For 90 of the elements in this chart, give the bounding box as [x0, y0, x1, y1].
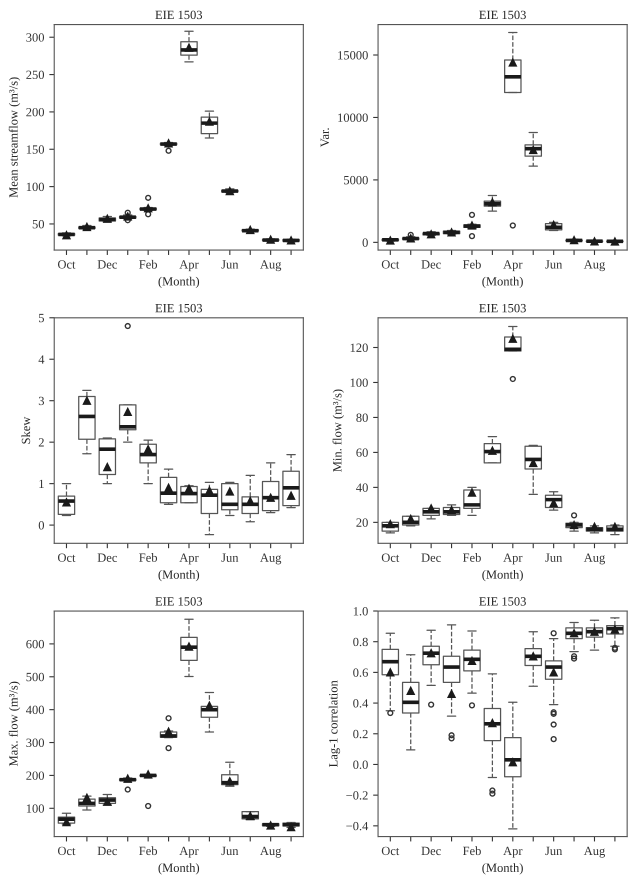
x-tick-label: Apr: [179, 846, 199, 858]
y-tick-label: 40: [356, 483, 368, 492]
x-tick-label: Aug: [260, 846, 282, 858]
x-tick-label: Apr: [503, 553, 522, 564]
y-tick-label: 0.8: [353, 638, 368, 646]
x-tick-label: Aug: [584, 260, 606, 272]
y-tick-label: 5000: [344, 176, 368, 184]
x-tick-label: Apr: [503, 260, 522, 272]
y-tick-label: 1.0: [354, 607, 368, 616]
chart-title: EIE 1503: [479, 597, 526, 606]
y-tick-label: 200: [26, 771, 44, 780]
y-tick-label: 0.4: [353, 699, 368, 708]
x-tick-label: Apr: [179, 260, 199, 272]
y-tick-label: 2: [38, 438, 44, 446]
y-tick-label: 600: [26, 640, 44, 648]
y-tick-label: 120: [350, 344, 368, 352]
x-axis-title: (Month): [158, 863, 200, 875]
x-tick-label: Aug: [260, 260, 282, 272]
x-tick-label: Aug: [584, 553, 606, 564]
x-tick-label: Aug: [260, 553, 282, 564]
y-tick-label: 0.2: [353, 730, 368, 738]
x-tick-label: Feb: [139, 553, 158, 562]
y-tick-label: 250: [26, 70, 44, 80]
x-tick-label: Oct: [58, 846, 76, 856]
x-tick-label: Aug: [584, 846, 606, 858]
x-tick-label: Dec: [421, 846, 441, 856]
y-axis-title: Max. flow (m³/s): [8, 682, 20, 766]
x-tick-label: Oct: [58, 553, 76, 562]
y-tick-label: 4: [38, 355, 44, 364]
x-tick-label: Feb: [462, 553, 481, 562]
y-tick-label: 100: [350, 378, 368, 387]
y-tick-label: 0: [38, 521, 44, 530]
x-axis-title: (Month): [482, 276, 523, 288]
x-tick-label: Feb: [462, 260, 481, 269]
y-tick-label: 500: [26, 672, 44, 682]
y-tick-label: 0: [362, 238, 368, 247]
y-axis-title: Lag-1 correlation: [328, 680, 340, 767]
x-tick-label: Jun: [545, 554, 562, 562]
y-axis-title: Var.: [320, 128, 330, 148]
y-tick-label: 50: [32, 220, 44, 228]
y-axis-title: Skew: [21, 416, 30, 444]
x-tick-label: Apr: [179, 553, 199, 564]
x-axis-title: (Month): [482, 570, 523, 582]
x-tick-label: Feb: [139, 846, 158, 856]
x-axis-title: (Month): [482, 863, 523, 875]
y-tick-label: 3: [38, 396, 44, 406]
y-axis-title: Min. flow (m³/s): [332, 389, 344, 472]
chart-title: EIE 1503: [479, 304, 526, 312]
x-tick-label: Jun: [221, 846, 238, 856]
x-tick-label: Oct: [382, 846, 400, 856]
x-tick-label: Jun: [221, 554, 238, 562]
y-tick-label: 10000: [338, 113, 368, 122]
x-axis-title: (Month): [158, 276, 200, 288]
chart-title: EIE 1503: [479, 10, 526, 20]
x-tick-label: Oct: [382, 260, 400, 269]
x-tick-label: Jun: [545, 260, 562, 269]
x-axis-title: (Month): [158, 570, 200, 582]
y-tick-label: 1: [39, 480, 44, 488]
y-axis-title: Mean streamflow (m³/s): [8, 77, 20, 198]
y-tick-label: 20: [356, 518, 368, 527]
y-tick-label: 100: [26, 804, 44, 813]
y-tick-label: −0.2: [346, 791, 368, 800]
x-tick-label: Feb: [139, 260, 158, 269]
x-tick-label: Dec: [98, 846, 117, 856]
chart-title: EIE 1503: [155, 10, 202, 20]
y-tick-label: 400: [26, 706, 44, 714]
x-tick-label: Dec: [421, 260, 441, 269]
y-tick-label: −0.4: [346, 822, 368, 830]
y-tick-label: 0.6: [353, 668, 368, 677]
chart-title: EIE 1503: [155, 304, 202, 312]
x-tick-label: Jun: [545, 846, 562, 856]
x-tick-label: Dec: [98, 554, 117, 562]
y-tick-label: 200: [26, 108, 44, 116]
y-tick-label: 0.0: [353, 760, 368, 769]
x-tick-label: Apr: [503, 846, 522, 858]
y-tick-label: 5: [38, 314, 44, 322]
chart-title: EIE 1503: [155, 597, 202, 606]
y-tick-label: 15000: [338, 51, 368, 60]
x-tick-label: Jun: [221, 260, 238, 269]
y-tick-label: 300: [26, 738, 44, 747]
x-tick-label: Dec: [98, 260, 117, 269]
y-tick-label: 100: [26, 182, 44, 192]
x-tick-label: Oct: [382, 553, 400, 562]
y-tick-label: 80: [356, 413, 368, 422]
x-tick-label: Oct: [58, 260, 76, 269]
y-tick-label: 300: [26, 33, 44, 42]
y-tick-label: 60: [356, 448, 368, 457]
x-tick-label: Feb: [462, 846, 481, 856]
y-tick-label: 150: [26, 145, 44, 154]
x-tick-label: Dec: [421, 554, 441, 562]
